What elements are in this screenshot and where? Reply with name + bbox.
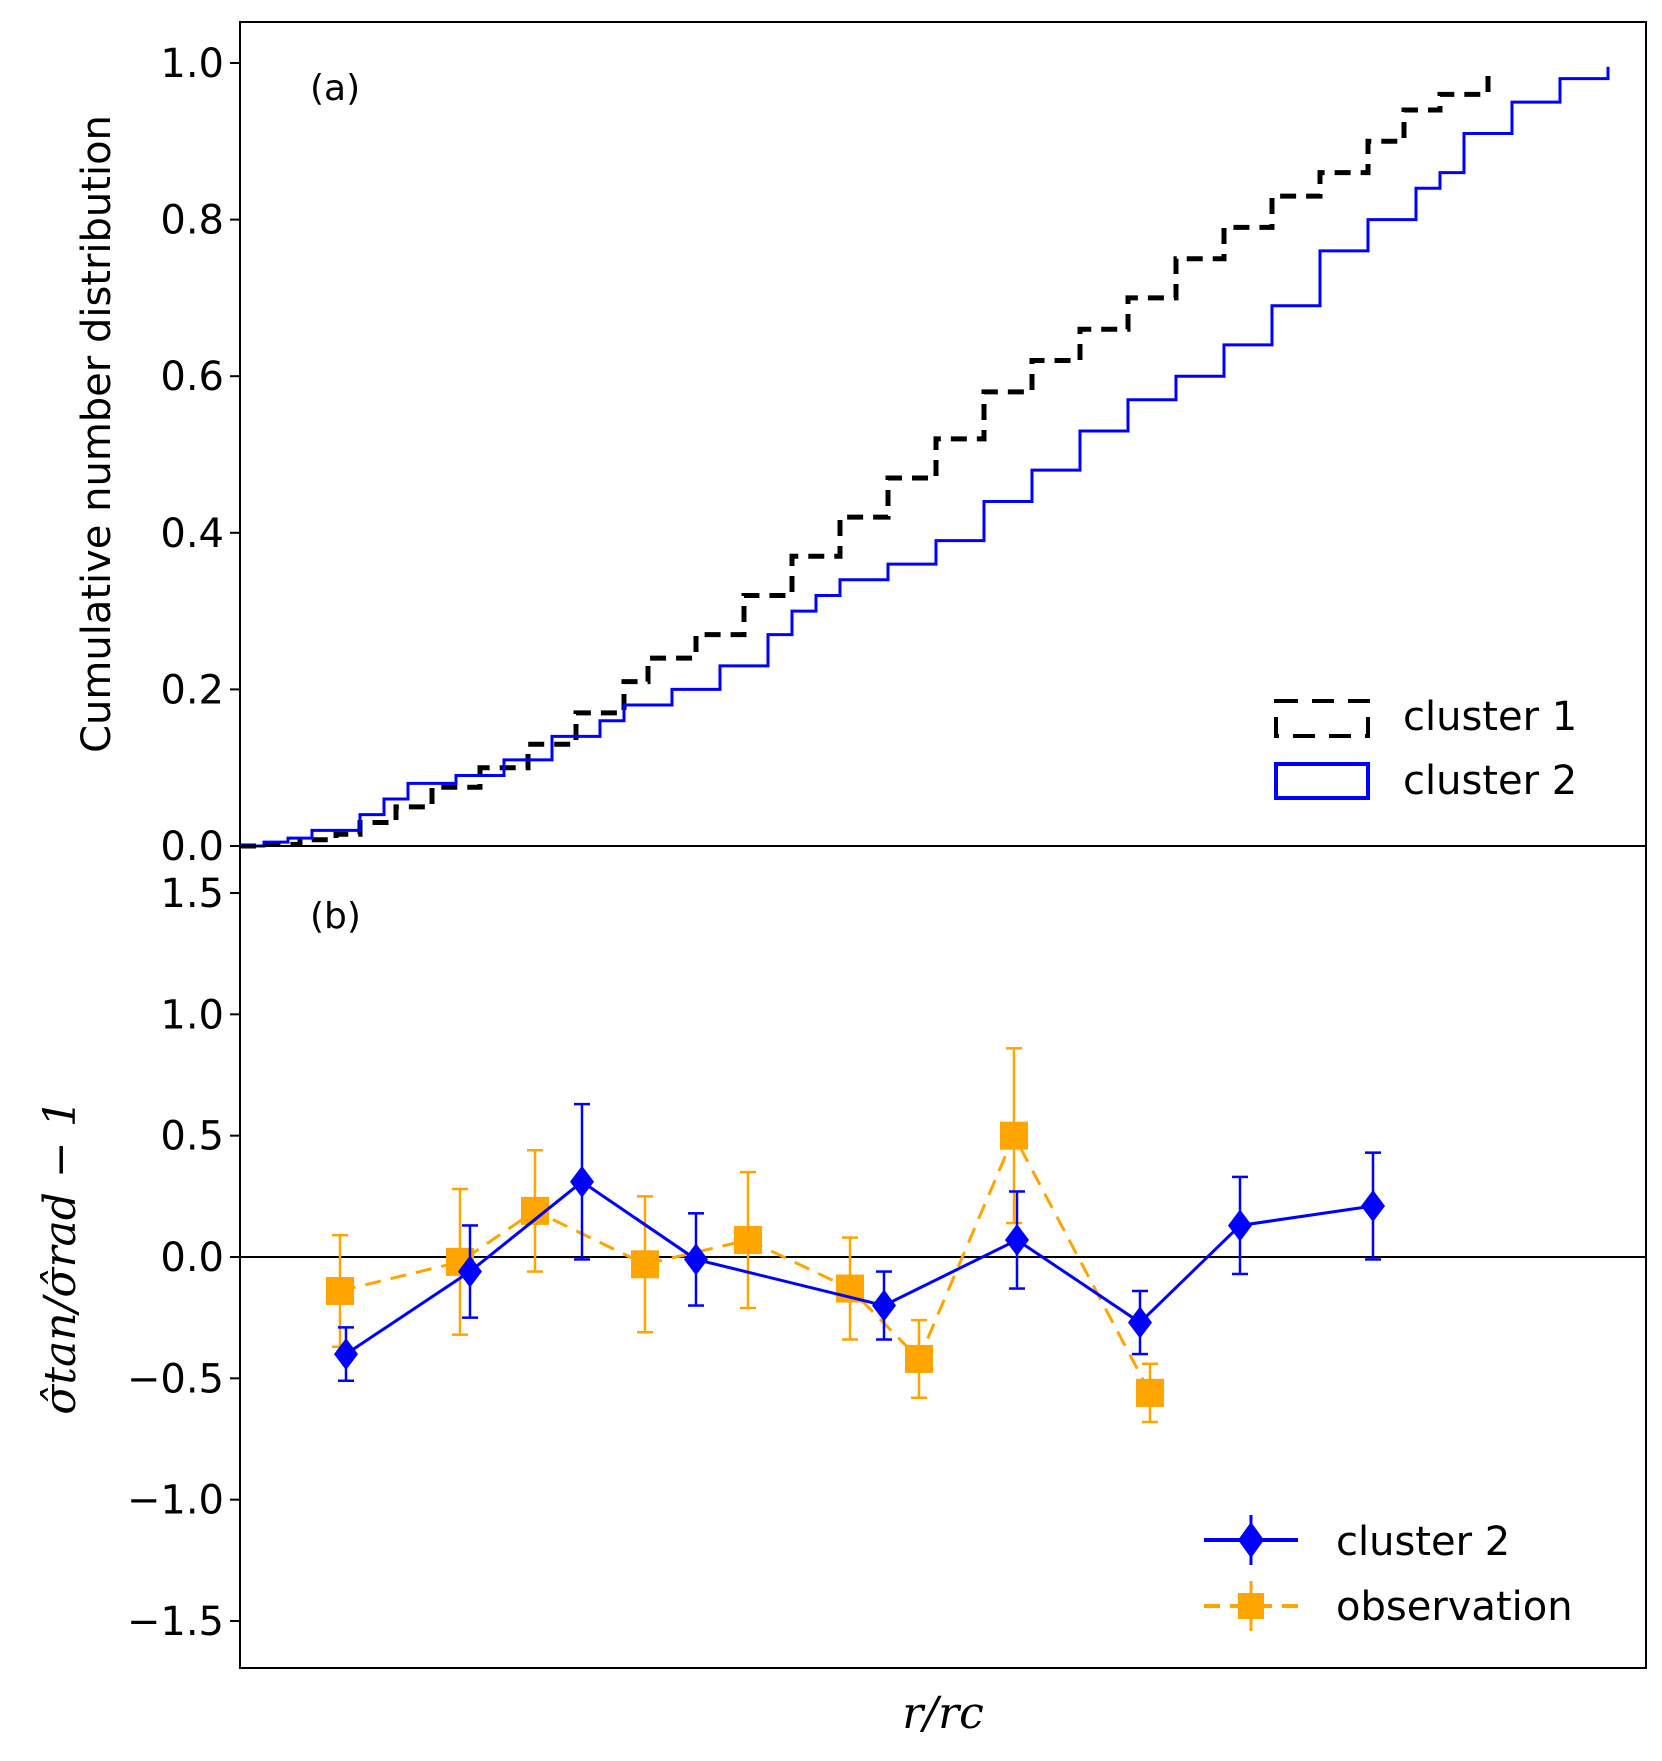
- data-point-diamond: [334, 1338, 358, 1371]
- data-point-diamond: [1361, 1190, 1385, 1223]
- panel-a-y-axis-label: Cumulative number distribution: [74, 115, 120, 753]
- panel-a-y-tick-label: 0.8: [160, 198, 224, 244]
- legend-label-cluster-2: cluster 2: [1403, 758, 1577, 804]
- panel-a-y-ticks: 0.0 0.2 0.4 0.6 0.8 1.0: [160, 41, 240, 870]
- panel-b-series: [326, 1047, 1385, 1424]
- data-point-diamond: [872, 1289, 896, 1322]
- series-cluster-1-line: [240, 70, 1491, 849]
- panel-b-y-axis-label: σ̂tan/σ̂rad − 1: [35, 1099, 86, 1414]
- panel-b-velocity-anisotropy: 1.5 1.0 0.5 0.0 −0.5 −1.0 −1.5 (b) σ̂tan/σ̂rad…: [35, 845, 1647, 1739]
- panel-b-y-tick-label: 0.5: [160, 1114, 224, 1160]
- data-point-diamond: [570, 1165, 594, 1198]
- data-point-diamond: [1005, 1224, 1029, 1257]
- panel-a-y-tick-label: 0.6: [160, 354, 224, 400]
- legend-label-cluster-2-b: cluster 2: [1336, 1519, 1510, 1565]
- legend-swatch-cluster-2: [1274, 762, 1370, 800]
- panel-a-legend: cluster 1 cluster 2: [1274, 694, 1577, 804]
- panel-a-cumulative-distribution: 0.0 0.2 0.4 0.6 0.8 1.0 (a) Cumulative number…: [74, 21, 1647, 870]
- panel-a-series: [240, 66, 1610, 849]
- legend-marker-square: [1238, 1593, 1264, 1619]
- data-point-diamond: [684, 1243, 708, 1276]
- data-point-square: [326, 1276, 354, 1305]
- data-point-diamond: [1228, 1209, 1252, 1242]
- panel-b-y-tick-label: 1.0: [160, 992, 224, 1038]
- panel-b-y-tick-label: −1.0: [127, 1478, 224, 1524]
- data-point-square: [734, 1226, 762, 1255]
- series-observation: [326, 1047, 1164, 1424]
- legend-label-cluster-1: cluster 1: [1403, 694, 1577, 740]
- panel-b-legend: cluster 2 observation: [1204, 1515, 1573, 1631]
- series-cluster-2: [334, 1102, 1385, 1383]
- panel-b-y-tick-label: −0.5: [127, 1356, 224, 1402]
- panel-b-y-tick-label: 0.0: [160, 1235, 224, 1281]
- panel-a-y-tick-label: 1.0: [160, 41, 224, 87]
- panel-a-y-tick-label: 0.0: [160, 824, 224, 870]
- panel-a-y-tick-label: 0.4: [160, 511, 224, 557]
- legend-swatch-cluster-1: [1274, 699, 1370, 738]
- series-cluster-2-line: [240, 66, 1610, 848]
- legend-label-observation: observation: [1336, 1584, 1573, 1630]
- data-point-square: [1136, 1378, 1164, 1407]
- panel-b-y-tick-label: −1.5: [127, 1599, 224, 1645]
- data-point-square: [1000, 1121, 1028, 1150]
- panel-b-label: (b): [310, 896, 361, 937]
- data-point-diamond: [458, 1255, 482, 1288]
- data-point-diamond: [1128, 1306, 1152, 1339]
- panel-b-x-axis-label: r/rc: [902, 1688, 984, 1739]
- panel-a-label: (a): [310, 68, 360, 109]
- data-point-square: [631, 1250, 659, 1279]
- panel-a-y-tick-label: 0.2: [160, 667, 224, 713]
- panel-b-y-ticks: 1.5 1.0 0.5 0.0 −0.5 −1.0 −1.5: [127, 871, 240, 1645]
- data-point-square: [905, 1344, 933, 1373]
- panel-b-y-tick-label: 1.5: [160, 871, 224, 917]
- legend-marker-diamond: [1238, 1522, 1264, 1558]
- series-line-cluster-2: [345, 1179, 1374, 1356]
